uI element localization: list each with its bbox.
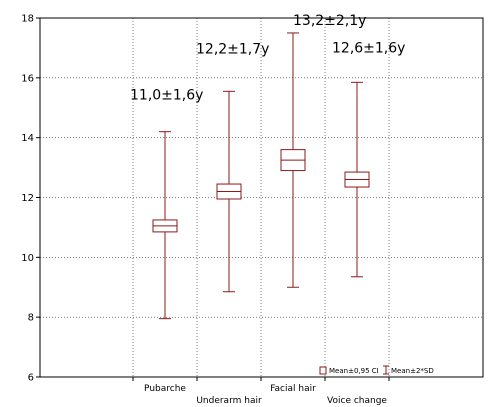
y-tick-label: 6 bbox=[28, 373, 34, 384]
grid-layer bbox=[40, 18, 483, 377]
value-annotation: 11,0±1,6y bbox=[130, 88, 203, 104]
y-tick-label: 18 bbox=[21, 14, 34, 25]
box-group-facial-hair bbox=[280, 32, 306, 288]
y-tick-label: 10 bbox=[21, 253, 34, 264]
value-annotation: 13,2±2,1y bbox=[293, 13, 366, 29]
y-tick-label: 14 bbox=[21, 133, 34, 144]
legend-box-label: Mean±0,95 CI bbox=[329, 367, 379, 375]
x-axis-labels: Pubarche Underarm hair Facial hair Voice ch… bbox=[144, 384, 387, 406]
x-category-label: Underarm hair bbox=[196, 396, 262, 406]
y-tick-label: 12 bbox=[21, 193, 34, 204]
value-annotation: 12,6±1,6y bbox=[332, 40, 405, 56]
x-category-label: Facial hair bbox=[270, 384, 316, 394]
plot-frame bbox=[39, 17, 484, 378]
legend: Mean±0,95 CI Mean±2*SD bbox=[319, 365, 434, 375]
box-group-pubarche bbox=[152, 131, 178, 320]
annotation-layer: 11,0±1,6y 12,2±1,7y 13,2±2,1y 12,6±1,6y bbox=[130, 13, 405, 104]
box-layer bbox=[152, 32, 370, 320]
y-tick-label: 8 bbox=[28, 313, 34, 324]
value-annotation: 12,2±1,7y bbox=[196, 41, 269, 57]
y-axis-ticks: 6 8 10 12 14 16 18 bbox=[21, 14, 390, 384]
y-tick-label: 16 bbox=[21, 73, 34, 84]
x-category-label: Voice change bbox=[327, 396, 387, 406]
box-group-underarm-hair bbox=[216, 90, 242, 293]
legend-box-icon bbox=[319, 366, 327, 375]
legend-whisker-label: Mean±2*SD bbox=[391, 367, 434, 375]
x-category-label: Pubarche bbox=[144, 384, 186, 394]
box-group-voice-change bbox=[344, 81, 370, 278]
